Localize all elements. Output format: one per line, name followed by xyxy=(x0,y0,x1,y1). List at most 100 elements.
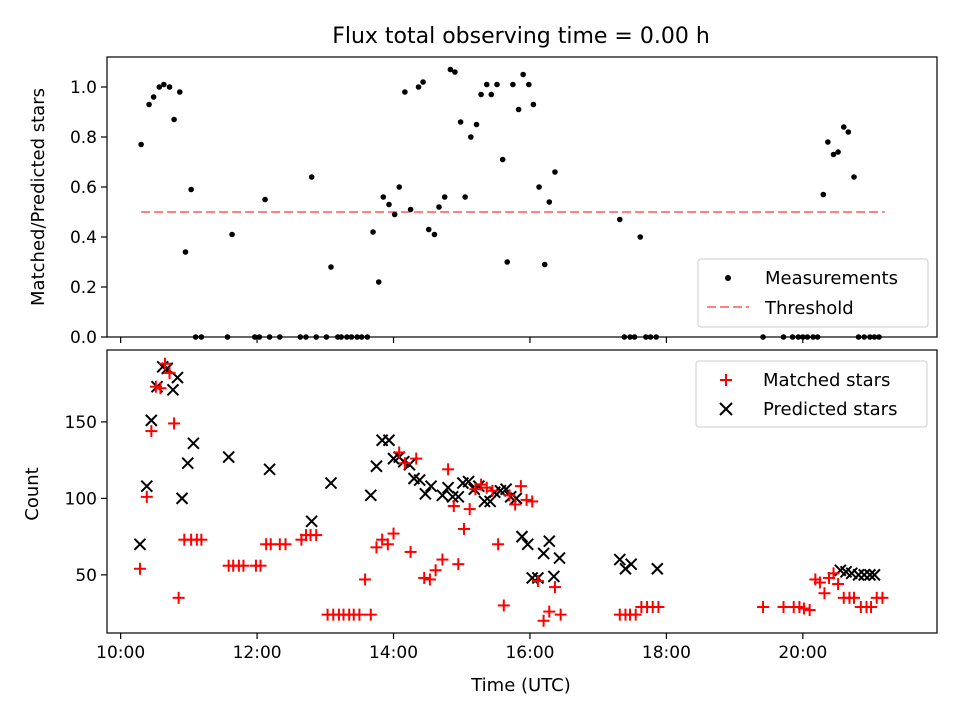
legend-matched-label: Matched stars xyxy=(763,370,890,391)
matched-star-point xyxy=(279,538,292,551)
predicted-star-point xyxy=(424,479,438,493)
predicted-x-stroke xyxy=(863,568,877,582)
predicted-star-point xyxy=(324,476,338,490)
measurement-point xyxy=(504,259,511,265)
measurement-point xyxy=(462,194,468,200)
predicted-star-point xyxy=(382,434,396,447)
matched-star-point xyxy=(133,562,146,575)
bottom-legend: Matched stars Predicted stars xyxy=(695,360,928,428)
predicted-x-stroke xyxy=(613,553,626,566)
predicted-x-stroke xyxy=(446,490,459,504)
measurement-point xyxy=(138,141,144,148)
measurement-point xyxy=(845,129,852,135)
matched-star-point xyxy=(387,527,400,540)
measurement-point xyxy=(402,89,408,95)
predicted-x-stroke xyxy=(305,515,318,528)
predicted-star-point xyxy=(370,460,383,473)
measurement-point xyxy=(616,216,623,223)
matched-star-point xyxy=(803,604,816,617)
matched-star-point xyxy=(163,366,176,379)
matched-star-point xyxy=(520,493,533,506)
matched-star-point xyxy=(353,608,366,621)
predicted-x-stroke xyxy=(145,414,158,427)
matched-star-point xyxy=(848,591,860,604)
matched-star-point xyxy=(398,457,411,470)
matched-star-point xyxy=(195,533,208,546)
measurement-point xyxy=(552,169,558,175)
predicted-x-stroke xyxy=(166,383,180,396)
matched-star-point xyxy=(140,490,153,503)
predicted-star-point xyxy=(187,437,200,450)
matched-star-point xyxy=(832,578,845,591)
matched-star-point xyxy=(145,425,158,438)
matched-star-point xyxy=(436,553,449,566)
measurement-point xyxy=(835,149,841,155)
predicted-x-stroke xyxy=(553,551,566,565)
top-y-tick-label: 0.8 xyxy=(70,128,97,148)
predicted-star-point xyxy=(651,562,664,575)
measurement-point xyxy=(161,81,167,88)
legend-predicted-marker xyxy=(719,402,733,416)
bottom-count-points xyxy=(133,357,889,627)
top-ticks: 0.0 0.2 0.4 0.6 0.8 1.0 xyxy=(70,78,804,348)
matched-star-point xyxy=(370,541,383,554)
predicted-x-stroke xyxy=(441,481,455,494)
predicted-x-stroke xyxy=(187,437,200,450)
x-tick-label: 14:00 xyxy=(369,643,418,663)
matched-star-point xyxy=(310,529,323,542)
matched-star-point xyxy=(168,417,181,430)
predicted-x-stroke xyxy=(419,487,432,501)
predicted-x-stroke xyxy=(397,455,410,468)
x-tick-label: 12:00 xyxy=(233,643,282,663)
predicted-x-stroke xyxy=(407,472,421,485)
x-tick-label: 10:00 xyxy=(96,643,145,663)
predicted-x-stroke xyxy=(624,557,638,571)
matched-star-point xyxy=(172,591,185,604)
top-panel: 0.0 0.2 0.4 0.6 0.8 1.0 Matched/Predicted sta… xyxy=(28,56,938,348)
measurement-point xyxy=(420,79,426,85)
predicted-x-stroke xyxy=(171,371,184,384)
matched-star-point xyxy=(526,495,539,508)
predicted-star-point xyxy=(613,553,626,566)
predicted-star-point xyxy=(624,557,638,571)
predicted-star-point xyxy=(483,495,497,508)
matched-star-point xyxy=(492,538,505,551)
top-legend-box xyxy=(697,258,929,328)
matched-star-point xyxy=(381,538,394,551)
measurement-point xyxy=(478,91,484,98)
measurement-point xyxy=(473,121,480,128)
matched-star-point xyxy=(509,498,522,511)
measurement-point xyxy=(851,174,857,180)
measurement-point xyxy=(188,186,194,193)
bottom-axes-frame xyxy=(106,349,938,634)
matched-star-point xyxy=(503,489,516,502)
measurement-point xyxy=(494,81,500,88)
predicted-x-stroke xyxy=(382,434,396,447)
predicted-star-point xyxy=(537,547,550,560)
matched-star-point xyxy=(818,587,831,600)
measurement-point xyxy=(483,81,490,88)
predicted-x-stroke xyxy=(839,565,853,579)
predicted-star-point xyxy=(441,481,455,494)
top-y-axis-label: Matched/Predicted stars xyxy=(28,88,49,306)
matched-star-point xyxy=(254,559,267,572)
measurement-point xyxy=(441,194,448,200)
measurement-point xyxy=(176,89,183,95)
measurement-point xyxy=(166,84,173,90)
matched-star-point xyxy=(629,608,642,621)
measurement-point xyxy=(171,116,177,123)
matched-star-point xyxy=(865,600,878,613)
predicted-star-point xyxy=(175,492,189,505)
x-tick-label: 16:00 xyxy=(505,643,554,663)
matched-star-point xyxy=(359,573,372,586)
matched-star-point xyxy=(813,576,826,589)
top-y-tick-label: 0.2 xyxy=(70,278,97,298)
top-y-tick-label: 0.4 xyxy=(70,228,97,248)
measurement-point xyxy=(380,194,387,200)
measurement-point xyxy=(396,184,403,190)
matched-star-point xyxy=(404,545,417,558)
measurement-point xyxy=(375,279,382,285)
predicted-x-stroke xyxy=(370,460,383,473)
matched-star-point xyxy=(797,602,810,615)
